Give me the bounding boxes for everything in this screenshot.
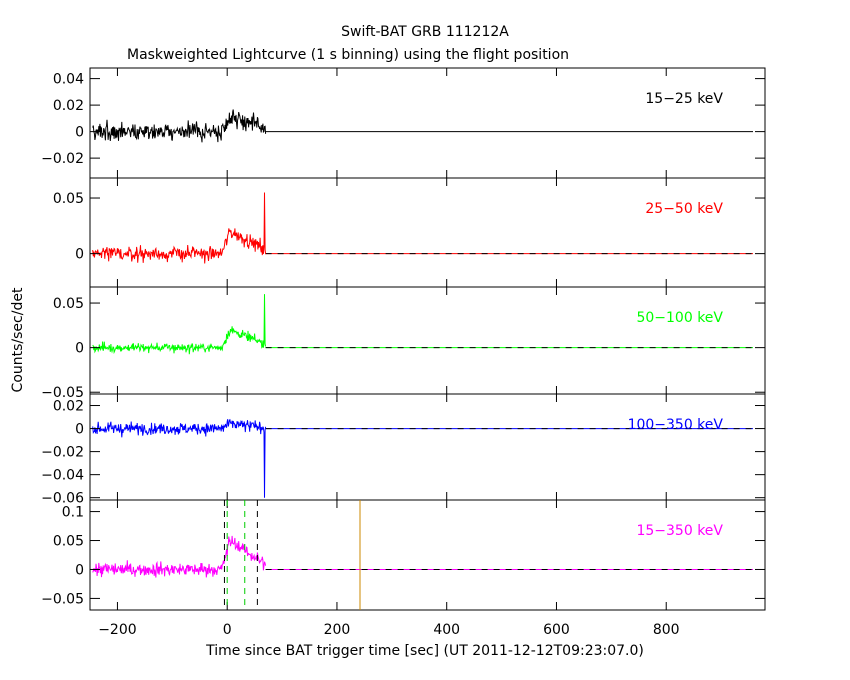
series-line — [92, 418, 267, 498]
panel-frame — [89, 67, 766, 179]
y-tick-label: 0.04 — [53, 72, 84, 88]
y-tick-label: −0.05 — [41, 591, 84, 607]
y-tick-label: −0.02 — [41, 151, 84, 167]
y-tick-label: 0.05 — [53, 191, 84, 207]
x-tick-label: 600 — [543, 622, 570, 638]
x-tick-label: 0 — [223, 622, 232, 638]
x-tick-label: 400 — [433, 622, 460, 638]
y-tick-label: 0.1 — [62, 505, 84, 521]
series-label: 100−350 keV — [628, 417, 724, 433]
series-line — [92, 192, 267, 264]
chart-subtitle: Maskweighted Lightcurve (1 s binning) us… — [127, 47, 569, 63]
y-tick-label: 0.02 — [53, 399, 84, 415]
x-tick-label: 200 — [324, 622, 351, 638]
x-axis-label: Time since BAT trigger time [sec] (UT 20… — [205, 643, 644, 659]
panel-frame — [89, 393, 766, 501]
series-label: 15−25 keV — [645, 91, 723, 107]
y-tick-label: −0.02 — [41, 445, 84, 461]
panel-frame — [89, 286, 766, 395]
series-label: 25−50 keV — [645, 201, 723, 217]
y-tick-label: 0.05 — [53, 296, 84, 312]
panel-frame — [89, 177, 766, 288]
y-tick-label: 0.05 — [53, 534, 84, 550]
y-tick-label: −0.06 — [41, 491, 84, 507]
panels: 0.04 0.02 0 −0.02 15−25 keV 0.05 0 25−50 keV 0.0… — [41, 67, 766, 638]
y-tick-label: 0 — [75, 341, 84, 357]
y-tick-label: 0.02 — [53, 98, 84, 114]
series-line — [92, 535, 267, 578]
series-label: 50−100 keV — [636, 310, 723, 326]
y-tick-label: 0 — [75, 562, 84, 578]
series-label: 15−350 keV — [636, 523, 723, 539]
y-tick-label: 0 — [75, 422, 84, 438]
chart-title: Swift-BAT GRB 111212A — [341, 24, 509, 40]
x-tick-label: −200 — [98, 622, 136, 638]
series-line — [92, 294, 267, 355]
panel-frame — [89, 499, 766, 611]
y-tick-label: 0 — [75, 247, 84, 263]
y-tick-label: −0.04 — [41, 468, 84, 484]
series-line — [92, 109, 267, 143]
y-axis-label: Counts/sec/det — [10, 287, 26, 392]
y-tick-label: −0.05 — [41, 385, 84, 401]
y-tick-label: 0 — [75, 125, 84, 141]
x-tick-label: 800 — [653, 622, 680, 638]
